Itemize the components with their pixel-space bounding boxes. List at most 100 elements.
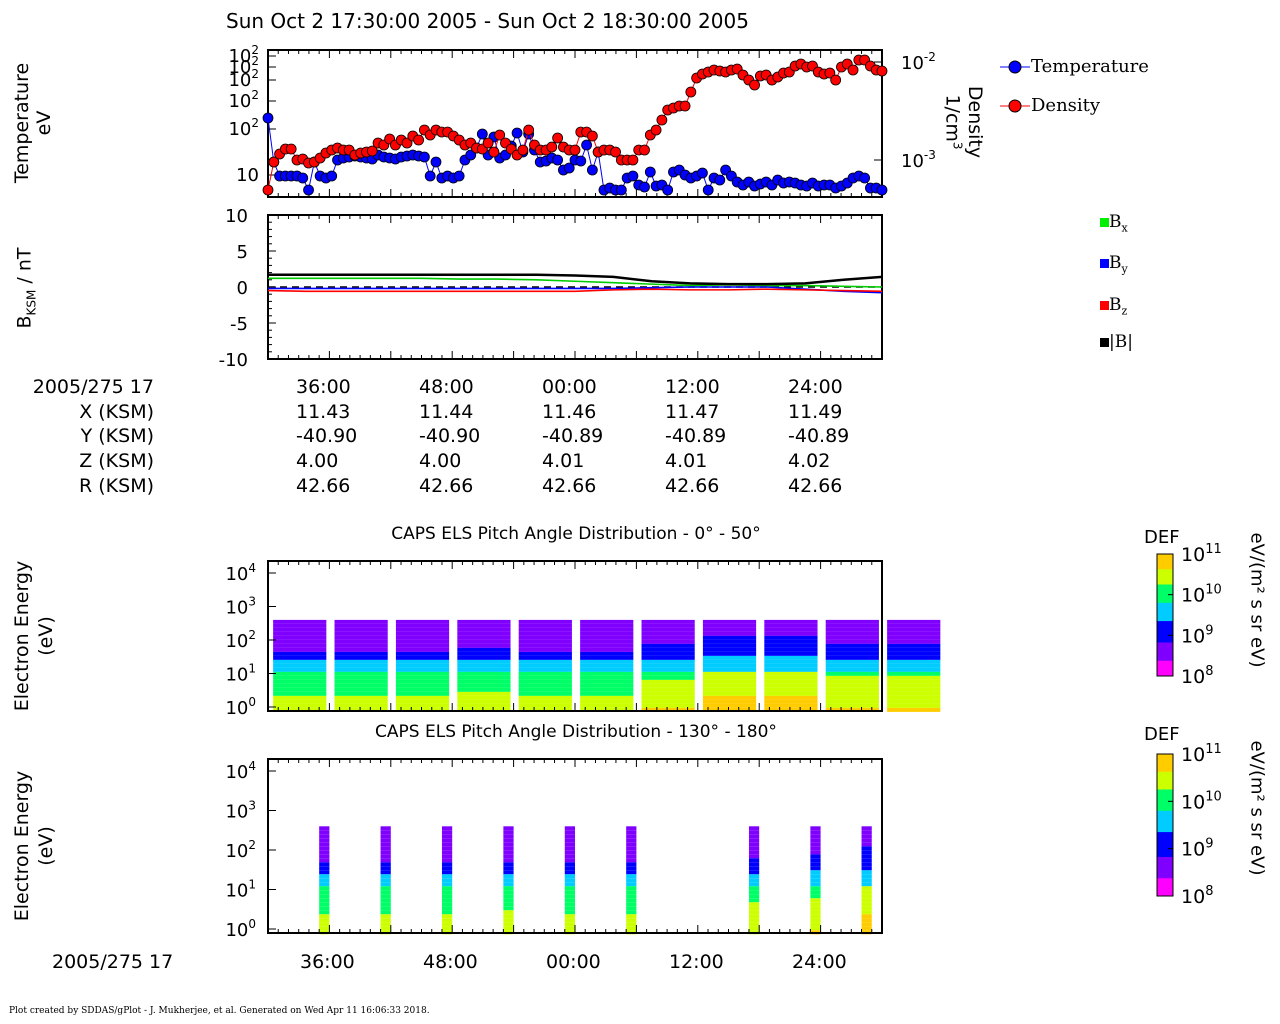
pad2-cell — [748, 922, 760, 927]
pad1-cell — [887, 687, 941, 692]
pad1-cell — [825, 703, 879, 708]
pad1-cell — [887, 671, 941, 676]
pad2-cell — [564, 914, 575, 919]
temperature-tick-label: 10 — [236, 165, 259, 186]
pad2-cell — [810, 870, 821, 875]
pad2-cell — [503, 910, 514, 915]
pad1-burst — [395, 619, 450, 712]
pad2-colorbar-segment — [1157, 828, 1173, 833]
pad2-tick-label-text: 103 — [225, 799, 256, 823]
pad1-cell — [273, 655, 327, 660]
pad2-cell — [626, 894, 637, 899]
pad1-title: CAPS ELS Pitch Angle Distribution - 0° -… — [391, 524, 761, 544]
pad1-cell — [457, 655, 511, 660]
pad1-cell — [825, 635, 879, 640]
pad1-cell — [334, 631, 388, 636]
pad1-tick-label: 104 — [225, 561, 256, 585]
bfield-tick-label: 5 — [237, 242, 248, 263]
pad1-cell — [457, 635, 511, 640]
pad1-cell — [395, 635, 450, 640]
pad1-cell — [273, 619, 327, 624]
pad2-colorbar-segment — [1157, 892, 1173, 897]
pad1-cell — [580, 687, 634, 692]
pad1-cell — [764, 619, 818, 624]
pad1-cell — [334, 627, 388, 632]
density-point — [586, 130, 598, 142]
pad1-cell — [641, 703, 695, 708]
pad2-cell — [564, 882, 575, 887]
pad1-cell — [887, 675, 941, 680]
pad1-cell — [641, 687, 695, 692]
pad2-cell — [564, 906, 575, 911]
temperature-point — [859, 172, 871, 184]
pad1-colorbar-segment — [1157, 633, 1173, 637]
pad2-colorbar-tick-label: 1010 — [1181, 789, 1222, 813]
pad1-tick-label: 100 — [225, 695, 256, 719]
pad2-colorbar-unit: eV/(m² s sr eV) — [1246, 740, 1268, 876]
pad2-cell — [626, 846, 637, 851]
pad2-colorbar-frame — [1156, 753, 1174, 897]
pad1-cell — [334, 691, 388, 696]
pad1-cell — [887, 667, 941, 672]
pad2-cell — [748, 882, 760, 887]
pad1-cell — [825, 631, 879, 636]
pad1-cell — [764, 627, 818, 632]
pad2-tick-label: 100 — [225, 917, 256, 941]
density-point — [824, 67, 836, 79]
temperature-point — [453, 170, 465, 182]
pad2-cell — [626, 830, 637, 835]
pad2-cell — [861, 842, 872, 847]
pad2-cell — [861, 894, 872, 899]
pad1-cell — [457, 699, 511, 704]
pad2-cell — [441, 846, 453, 851]
pad2-cell — [748, 890, 760, 895]
pad2-colorbar-segment — [1157, 768, 1173, 773]
pad2-cell — [564, 870, 575, 875]
pad1-cell — [580, 635, 634, 640]
pad2-cell — [503, 878, 514, 883]
bfield-tick-label: -5 — [230, 314, 248, 335]
pad2-cell — [810, 918, 821, 923]
pad2-cell — [810, 878, 821, 883]
pad2-cell — [380, 854, 391, 859]
pad1-cell — [518, 639, 572, 644]
pad2-burst — [319, 826, 330, 935]
pad2-cell — [810, 846, 821, 851]
pad1-cell — [457, 659, 511, 664]
legend-bmag-label: |B| — [1109, 332, 1133, 352]
pad1-cell — [825, 639, 879, 644]
pad1-cell — [457, 619, 511, 624]
bz-line — [267, 288, 883, 293]
pad2-tick-label-text: 104 — [225, 759, 256, 783]
pad1-burst — [887, 619, 941, 712]
pad1-cell — [825, 687, 879, 692]
pad2-colorbar-segment — [1157, 810, 1173, 815]
temperature-tick-label-text: 102 — [228, 116, 259, 140]
pad2-colorbar-segment — [1157, 846, 1173, 851]
xaxis-tick-label: 00:00 — [546, 951, 601, 973]
temperature-point — [586, 164, 598, 176]
pad2-cell — [626, 914, 637, 919]
temperature-tick-label: 102 — [228, 116, 259, 140]
pad2-cell — [503, 894, 514, 899]
density-point — [523, 124, 535, 136]
pad1-cell — [395, 695, 450, 700]
pad2-cell — [861, 838, 872, 843]
pad2-cell — [441, 838, 453, 843]
pad1-cell — [887, 699, 941, 704]
density-point — [685, 86, 697, 98]
pad1-colorbar-segment — [1157, 578, 1173, 582]
pad2-cell — [380, 922, 391, 927]
pad1-cell — [518, 699, 572, 704]
pad2-cell — [626, 850, 637, 855]
pad1-colorbar-segment — [1157, 660, 1173, 665]
pad2-cell — [564, 878, 575, 883]
pad1-cell — [887, 635, 941, 640]
legend-by-label: B — [1109, 253, 1122, 273]
temperature-point — [430, 156, 442, 168]
pad2-cell — [861, 906, 872, 911]
legend-item-bmag: |B| — [1100, 332, 1133, 352]
pad1-cell — [334, 695, 388, 700]
pad2-cell — [441, 858, 453, 863]
pad2-cell — [626, 866, 637, 871]
